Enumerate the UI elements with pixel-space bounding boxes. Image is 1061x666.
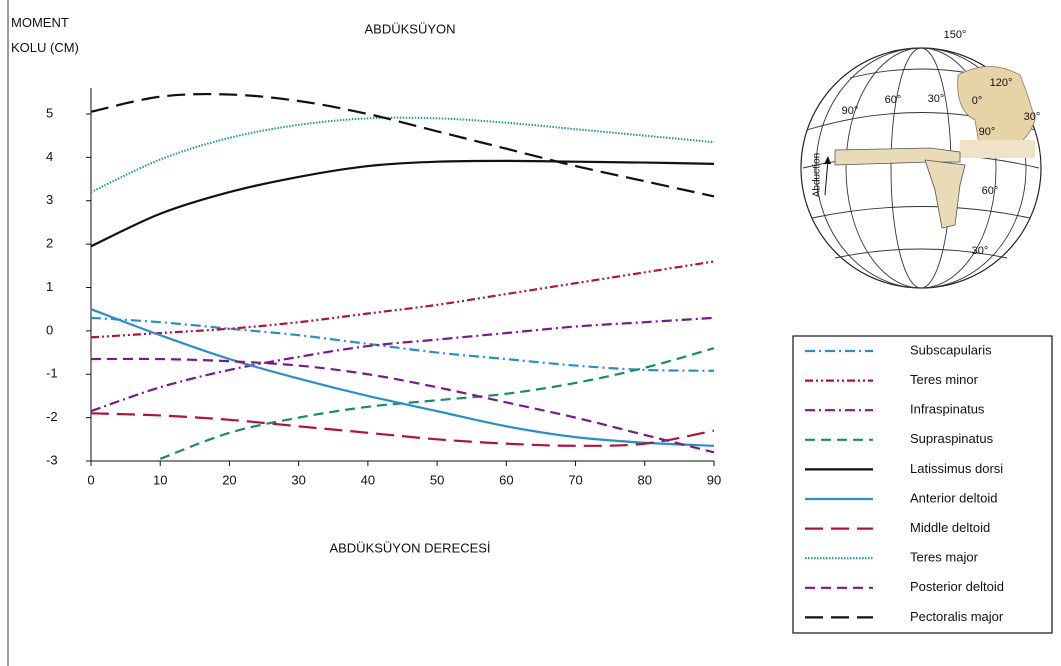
diagram-label: 90° — [979, 126, 996, 138]
x-tick-label: 60 — [499, 472, 513, 487]
x-tick-label: 50 — [430, 472, 444, 487]
series-line — [91, 118, 714, 192]
x-tick-label: 90 — [707, 472, 721, 487]
x-tick-label: 10 — [153, 472, 167, 487]
page: ABDÜKSÜYON ABDÜKSÜYON DERECESİ 150°120°9… — [0, 0, 1061, 666]
legend-label: Middle deltoid — [910, 520, 990, 535]
y-tick-label: 1 — [46, 279, 53, 294]
diagram-label: 0° — [972, 95, 983, 107]
diagram-label: 60° — [982, 185, 999, 197]
x-tick-label: 40 — [361, 472, 375, 487]
series-line — [91, 161, 714, 246]
series-line — [91, 309, 714, 446]
legend-label: Teres minor — [910, 372, 979, 387]
x-tick-label: 70 — [568, 472, 582, 487]
legend-label: Teres major — [910, 550, 979, 565]
y-tick-label: 3 — [46, 192, 53, 207]
legend-label: Supraspinatus — [910, 431, 994, 446]
diagram-label: 30° — [972, 245, 989, 257]
y-tick-label: 0 — [46, 322, 53, 337]
y-tick-label: 2 — [46, 236, 53, 251]
y-tick-label: -3 — [46, 452, 58, 467]
y-axis-label: MOMENT KOLU (CM) — [11, 10, 83, 60]
y-tick-label: -1 — [46, 366, 58, 381]
x-axis-label: ABDÜKSÜYON DERECESİ — [329, 540, 490, 555]
diagram-label: 30° — [928, 93, 945, 105]
legend-label: Infraspinatus — [910, 402, 985, 417]
diagram-label: 150° — [944, 29, 967, 41]
diagram-arrow-label: Abduction — [812, 153, 823, 197]
x-tick-label: 80 — [638, 472, 652, 487]
y-tick-label: -2 — [46, 409, 58, 424]
diagram-label: 120° — [990, 77, 1013, 89]
x-tick-label: 30 — [291, 472, 305, 487]
legend-label: Latissimus dorsi — [910, 461, 1003, 476]
diagram-label: 60° — [885, 94, 902, 106]
y-tick-label: 4 — [46, 149, 53, 164]
chart-title: ABDÜKSÜYON — [364, 21, 455, 36]
legend-label: Pectoralis major — [910, 609, 1004, 624]
legend-label: Subscapularis — [910, 342, 992, 357]
series-line — [91, 318, 714, 411]
chart: ABDÜKSÜYON ABDÜKSÜYON DERECESİ 150°120°9… — [0, 0, 1061, 666]
diagram-label: 30° — [1024, 111, 1041, 123]
x-tick-label: 20 — [222, 472, 236, 487]
legend-label: Anterior deltoid — [910, 490, 997, 505]
x-tick-label: 0 — [87, 472, 94, 487]
diagram-label: 90° — [842, 105, 859, 117]
y-tick-label: 5 — [46, 105, 53, 120]
series-line — [91, 94, 714, 196]
series-line — [91, 261, 714, 337]
legend-label: Posterior deltoid — [910, 579, 1004, 594]
